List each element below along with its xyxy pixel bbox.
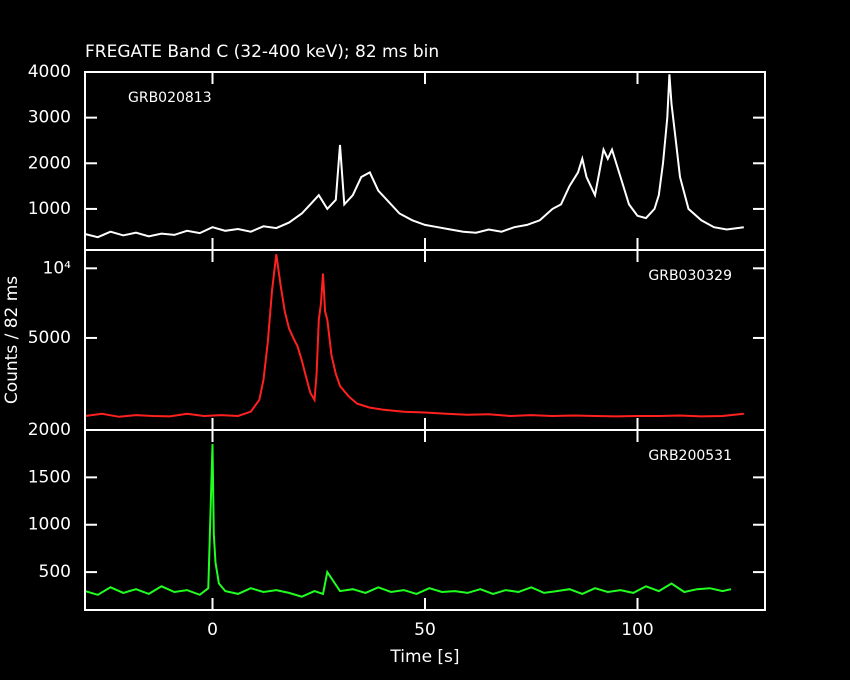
y-tick-label: 1000	[28, 199, 71, 219]
y-tick-label: 2000	[28, 153, 71, 173]
y-tick-label: 1500	[28, 467, 71, 487]
annotation: GRB200531	[648, 448, 732, 464]
x-axis-label: Time [s]	[389, 647, 459, 667]
annotation: GRB020813	[128, 90, 212, 106]
y-tick-label: 1000	[28, 515, 71, 535]
y-tick-label: 5000	[28, 328, 71, 348]
y-tick-label: 4000	[28, 62, 71, 82]
x-tick-label: 0	[207, 620, 218, 640]
annotation: GRB030329	[648, 268, 732, 284]
light-curve	[84, 444, 732, 598]
y-axis-label: Counts / 82 ms	[2, 276, 22, 404]
x-tick-label: 100	[621, 620, 653, 640]
light-curve	[84, 74, 744, 239]
x-tick-label: 50	[414, 620, 436, 640]
y-tick-label: 500	[39, 562, 71, 582]
y-tick-label: 2000	[28, 420, 71, 440]
chart-title: FREGATE Band C (32-400 keV); 82 ms bin	[85, 42, 439, 62]
y-tick-label: 10⁴	[43, 258, 72, 278]
y-tick-label: 3000	[28, 108, 71, 128]
light-curve	[84, 254, 744, 418]
